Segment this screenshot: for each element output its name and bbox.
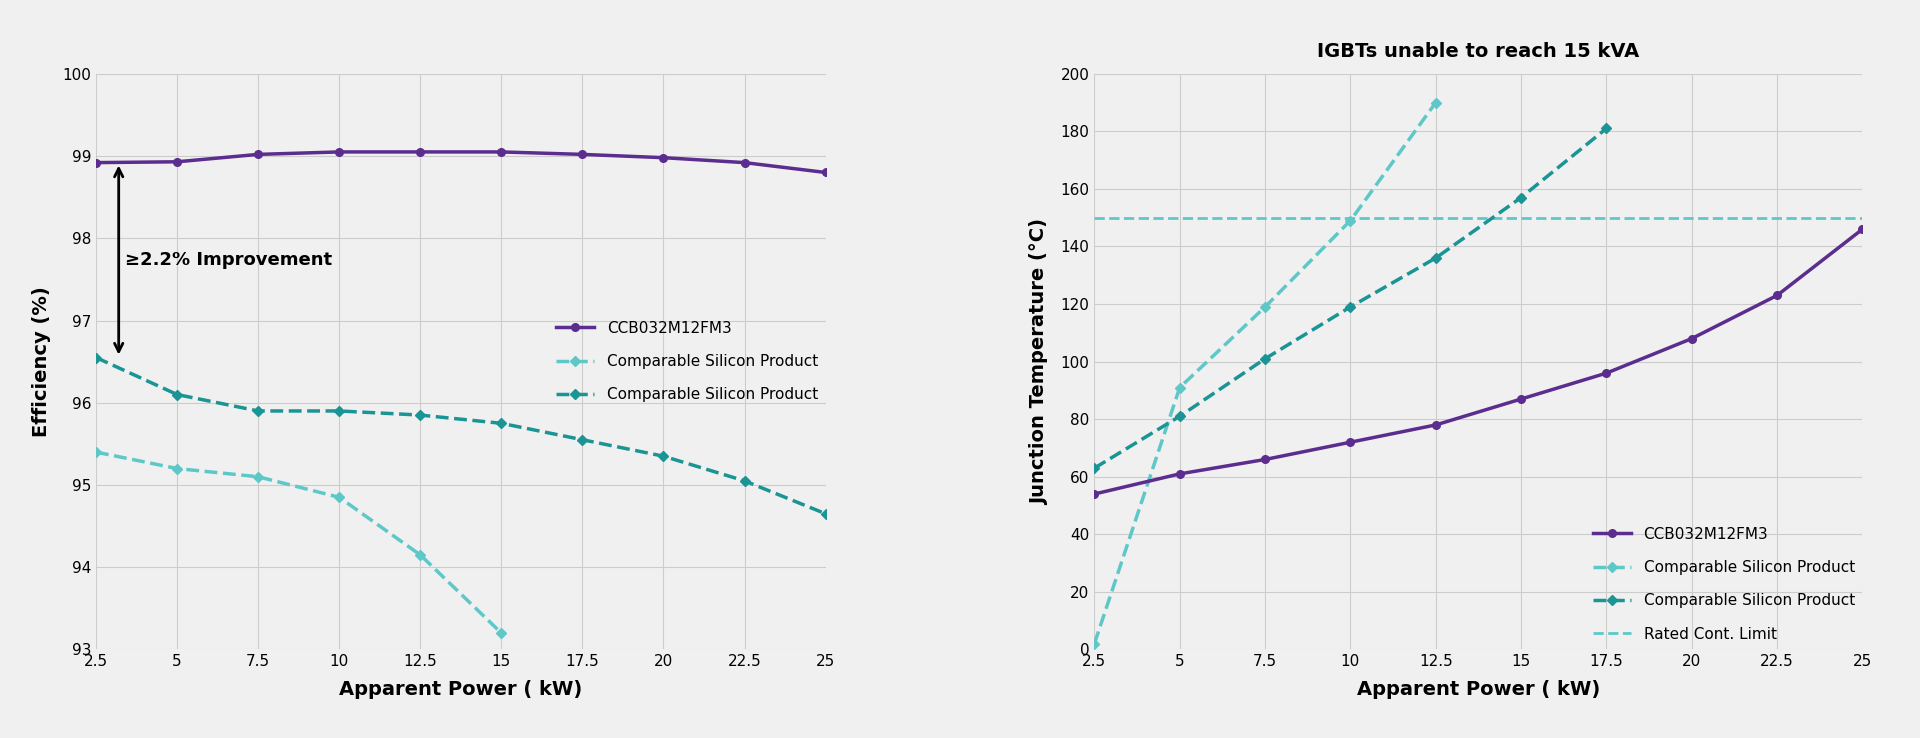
- X-axis label: Apparent Power ( kW): Apparent Power ( kW): [1357, 680, 1599, 700]
- Y-axis label: Junction Temperature (°C): Junction Temperature (°C): [1031, 218, 1050, 505]
- Legend: CCB032M12FM3, Comparable Silicon Product, Comparable Silicon Product: CCB032M12FM3, Comparable Silicon Product…: [557, 321, 818, 402]
- Text: ≥2.2% Improvement: ≥2.2% Improvement: [125, 251, 332, 269]
- Title: IGBTs unable to reach 15 kVA: IGBTs unable to reach 15 kVA: [1317, 42, 1640, 61]
- X-axis label: Apparent Power ( kW): Apparent Power ( kW): [340, 680, 582, 700]
- Legend: CCB032M12FM3, Comparable Silicon Product, Comparable Silicon Product, Rated Cont: CCB032M12FM3, Comparable Silicon Product…: [1594, 527, 1855, 642]
- Y-axis label: Efficiency (%): Efficiency (%): [33, 286, 52, 437]
